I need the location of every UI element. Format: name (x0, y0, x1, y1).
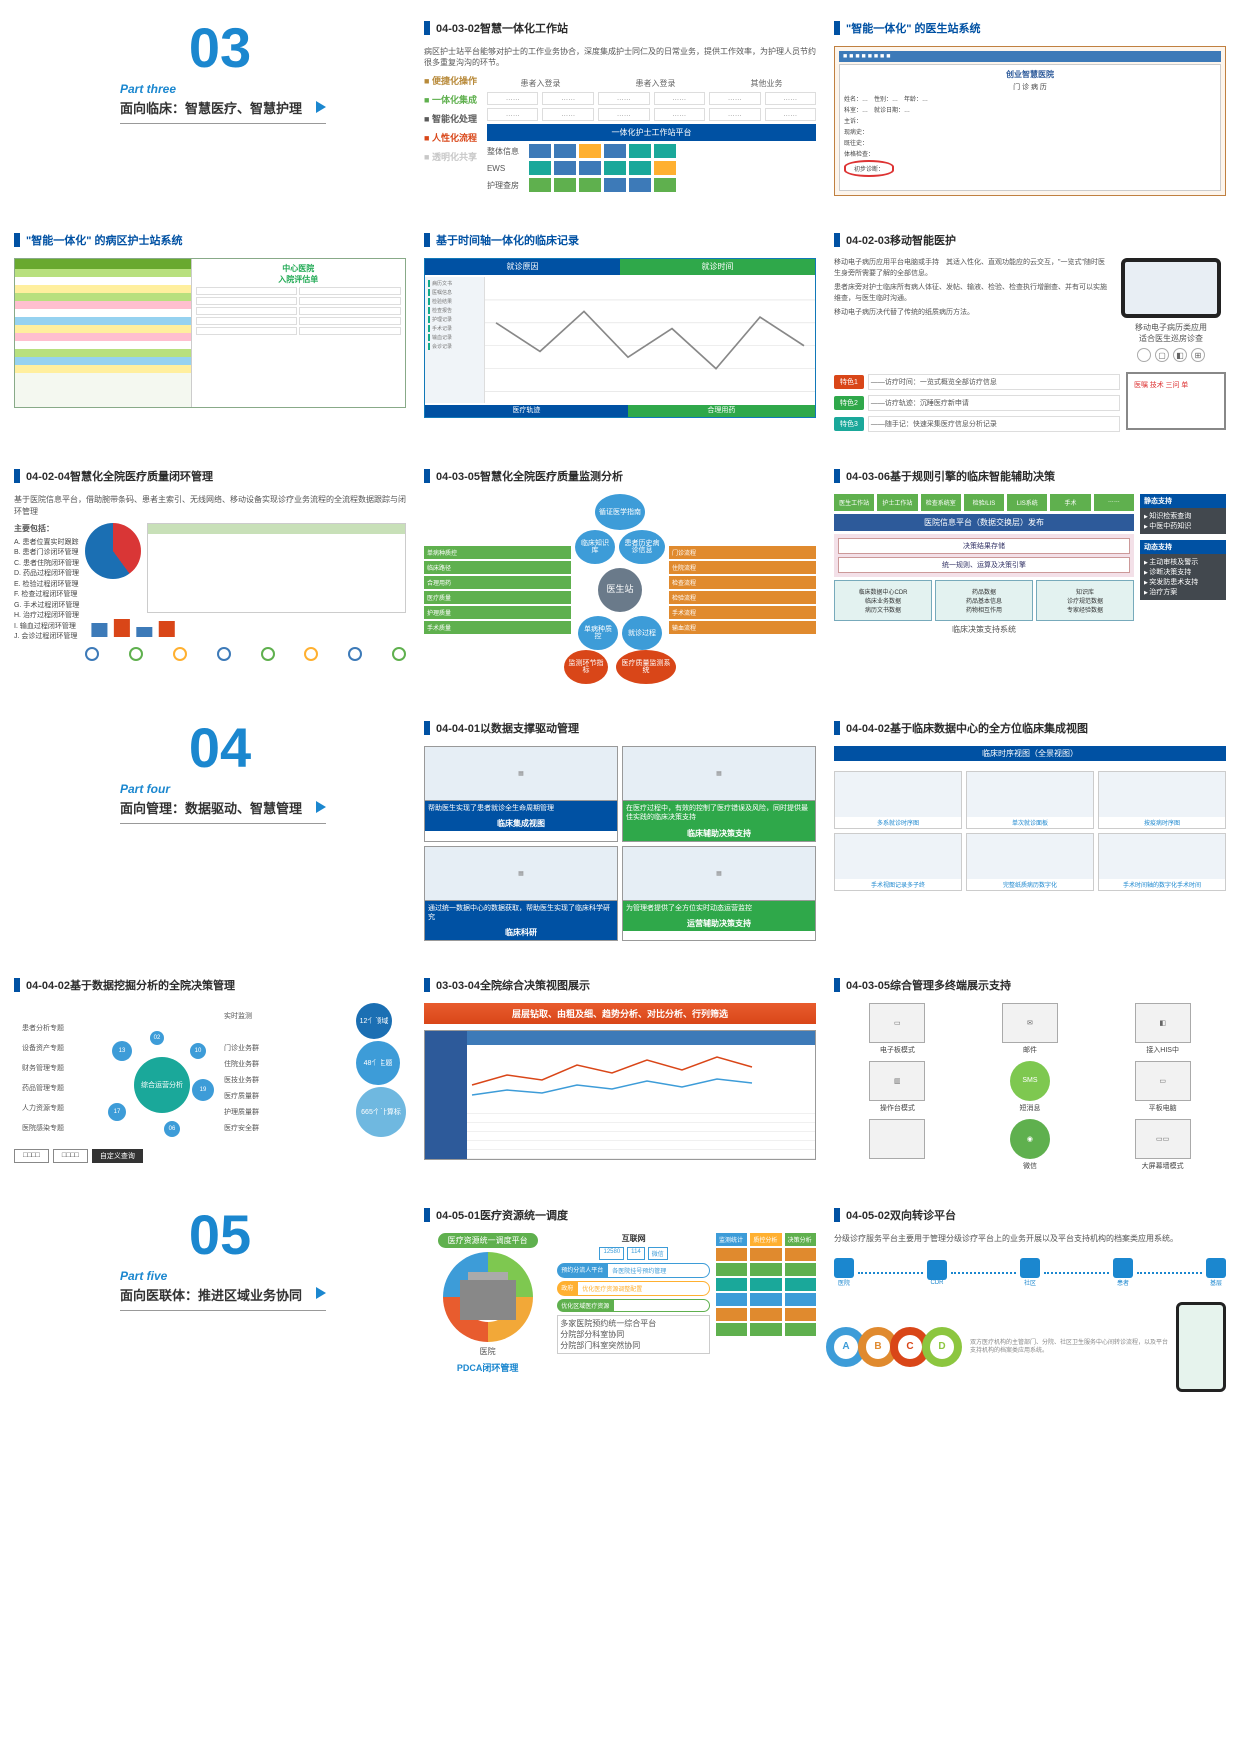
apple-icon (1137, 348, 1151, 362)
whiteboard: 医嘱 技术 三问 单 (1126, 372, 1226, 430)
app-screenshot: 中心医院 入院评估单 (14, 258, 406, 408)
dashboard-screenshot (424, 1030, 816, 1160)
section-title: 04-02-04智慧化全院医疗质量闭环管理 (26, 468, 213, 484)
panel-pdca: 04-05-01医疗资源统一调度 医疗资源统一调度平台 医院 PDCA闭环管理 … (424, 1207, 816, 1392)
panel-rules-engine: 04-03-06基于规则引擎的临床智能辅助决策 医生工作站护士工作站检查系统室检… (834, 468, 1226, 684)
row-3: 04-02-04智慧化全院医疗质量闭环管理 基于医院信息平台，借助腕带条码、患者… (14, 468, 1226, 684)
page: 03 Part three 面向临床：智慧医疗、智慧护理 04-03-02智慧一… (0, 0, 1240, 1412)
dashboard-banner: 层层钻取、由粗及细、趋势分析、对比分析、行列筛选 (424, 1003, 816, 1024)
panel-mobile: 04-02-03移动智能医护 移动电子病历应用平台电脑或手持 其适入性化、直观功… (834, 232, 1226, 432)
section-title: 04-03-02智慧一体化工作站 (436, 20, 568, 36)
triangle-icon (316, 1287, 326, 1299)
part-5-hero: 05 Part five 面向医联体：推进区域业务协同 (14, 1207, 406, 1367)
panel-closed-loop: 04-02-04智慧化全院医疗质量闭环管理 基于医院信息平台，借助腕带条码、患者… (14, 468, 406, 684)
panel-dashboard: 03-03-04全院综合决策视图展示 层层钻取、由粗及细、趋势分析、对比分析、行… (424, 977, 816, 1171)
section-title: 04-03-06基于规则引擎的临床智能辅助决策 (846, 468, 1055, 484)
android-icon: ▢ (1155, 348, 1169, 362)
feature-list: 便捷化操作 一体化集成 智能化处理 人性化流程 透明化共享 (424, 74, 477, 192)
os-icons: ▢ ◧ ⊞ (1137, 348, 1205, 362)
part-3-hero: 03 Part three 面向临床：智慧医疗、智慧护理 (14, 20, 406, 180)
triangle-icon (316, 801, 326, 813)
section-title: "智能一体化" 的病区护士站系统 (26, 232, 183, 248)
row-6: 05 Part five 面向医联体：推进区域业务协同 04-05-01医疗资源… (14, 1207, 1226, 1392)
part-small: Part three (120, 82, 326, 96)
bubble-diagram: 综合运营分析 13 10 19 17 06 02 患者分析专题 设备资产专题 财… (14, 1003, 406, 1163)
section-title: 04-05-01医疗资源统一调度 (436, 1207, 568, 1223)
row-2: "智能一体化" 的病区护士站系统 中心医院 入院评估单 基于时间轴一体化的临床记… (14, 232, 1226, 432)
panel-doctor-station: "智能一体化" 的医生站系统 ■ ■ ■ ■ ■ ■ ■ ■ 创业智慧医院 门 … (834, 20, 1226, 196)
app-screenshot: ■ ■ ■ ■ ■ ■ ■ ■ 创业智慧医院 门 诊 病 历 姓名：… 性别：…… (834, 46, 1226, 196)
panel-workstation: 04-03-02智慧一体化工作站 病区护士站平台能够对护士的工作业务协合，深度集… (424, 20, 816, 196)
panel-terminals: 04-03-05综合管理多终端展示支持 ▭电子板模式✉邮件◧接入HIS中▥操作台… (834, 977, 1226, 1171)
section-title: 04-02-03移动智能医护 (846, 232, 956, 248)
flow-steps (85, 647, 406, 661)
panel-nurse-station: "智能一体化" 的病区护士站系统 中心医院 入院评估单 (14, 232, 406, 432)
section-title: 04-04-01以数据支撑驱动管理 (436, 720, 579, 736)
section-title: 基于时间轴一体化的临床记录 (436, 232, 579, 248)
part-4-hero: 04 Part four 面向管理：数据驱动、智慧管理 (14, 720, 406, 880)
row-4: 04 Part four 面向管理：数据驱动、智慧管理 04-04-01以数据支… (14, 720, 1226, 940)
pie-chart (85, 523, 141, 579)
hospital-icon (460, 1280, 516, 1320)
part-main: 面向临床：智慧医疗、智慧护理 (120, 98, 302, 117)
panel-integrated-view: 04-04-02基于临床数据中心的全方位临床集成视图 临床时序视图（全景视图） … (834, 720, 1226, 940)
phone-mockup (1176, 1302, 1226, 1392)
section-title: 03-03-04全院综合决策视图展示 (436, 977, 590, 993)
intro-text: 病区护士站平台能够对护士的工作业务协合，深度集成护士同仁及的日常业务，提供工作效… (424, 46, 816, 68)
section-title: 04-05-02双向转诊平台 (846, 1207, 956, 1223)
bar-chart (85, 617, 406, 639)
windows-icon: ◧ (1173, 348, 1187, 362)
panel-monitoring: 04-03-05智慧化全院医疗质量监测分析 循证医学指南 单病种质控临床路径合理… (424, 468, 816, 684)
section-title: "智能一体化" 的医生站系统 (846, 20, 981, 36)
center-node: 医生站 (598, 568, 642, 612)
red-circle-highlight: 初步诊断： (844, 160, 894, 177)
other-icon: ⊞ (1191, 348, 1205, 362)
panel-referral: 04-05-02双向转诊平台 分级诊疗服务平台主要用于管理分级诊疗平台上的业务开… (834, 1207, 1226, 1392)
platform-banner: 一体化护士工作站平台 (487, 124, 816, 141)
part-number: 03 (189, 20, 251, 76)
section-title: 04-04-02基于数据挖掘分析的全院决策管理 (26, 977, 235, 993)
panel-data-driven: 04-04-01以数据支撑驱动管理 ▦帮助医生实现了患者就诊全生命周期管理临床集… (424, 720, 816, 940)
panel-data-mining: 04-04-02基于数据挖掘分析的全院决策管理 综合运营分析 13 10 19 … (14, 977, 406, 1171)
tablet-icon (1121, 258, 1221, 318)
panel-timeline: 基于时间轴一体化的临床记录 就诊原因 就诊时间 病历文书医嘱信息检验结果检查报告… (424, 232, 816, 432)
data-table (147, 523, 406, 613)
row-5: 04-04-02基于数据挖掘分析的全院决策管理 综合运营分析 13 10 19 … (14, 977, 1226, 1171)
timeline-chart (485, 277, 815, 403)
section-title: 04-04-02基于临床数据中心的全方位临床集成视图 (846, 720, 1088, 736)
triangle-icon (316, 101, 326, 113)
row-1: 03 Part three 面向临床：智慧医疗、智慧护理 04-03-02智慧一… (14, 20, 1226, 196)
section-title: 04-03-05综合管理多终端展示支持 (846, 977, 1011, 993)
section-title: 04-03-05智慧化全院医疗质量监测分析 (436, 468, 623, 484)
